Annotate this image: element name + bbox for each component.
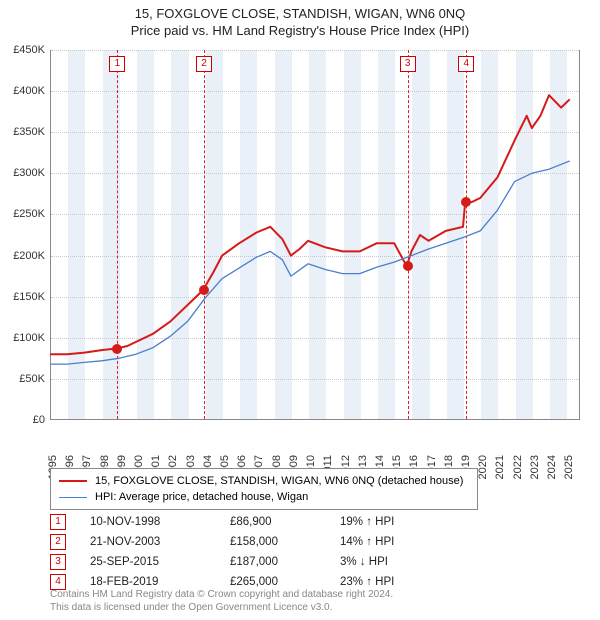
sales-row-index: 3 (50, 554, 66, 570)
legend-swatch (59, 480, 87, 482)
y-axis-label: £0 (33, 414, 45, 426)
chart-title: 15, FOXGLOVE CLOSE, STANDISH, WIGAN, WN6… (0, 0, 600, 38)
sales-row-date: 21-NOV-2003 (90, 536, 230, 548)
sales-row-index: 1 (50, 514, 66, 530)
sales-row-price: £158,000 (230, 536, 340, 548)
footnote-line-2: This data is licensed under the Open Gov… (50, 601, 393, 614)
sales-row-date: 25-SEP-2015 (90, 556, 230, 568)
y-axis-label: £150K (13, 291, 45, 303)
sales-row-index: 2 (50, 534, 66, 550)
series-line (50, 95, 570, 354)
sales-row-delta: 14% ↑ HPI (340, 536, 450, 548)
title-line-2: Price paid vs. HM Land Registry's House … (0, 23, 600, 38)
sales-row: 3 25-SEP-2015£187,0003% ↓ HPI (50, 552, 450, 572)
sales-row-delta: 23% ↑ HPI (340, 576, 450, 588)
sales-row: 2 21-NOV-2003£158,00014% ↑ HPI (50, 532, 450, 552)
sales-row-delta: 3% ↓ HPI (340, 556, 450, 568)
x-axis-label: 2020 (477, 455, 489, 479)
title-line-1: 15, FOXGLOVE CLOSE, STANDISH, WIGAN, WN6… (0, 6, 600, 21)
y-axis-label: £350K (13, 126, 45, 138)
sales-row-delta: 19% ↑ HPI (340, 516, 450, 528)
legend-swatch (59, 497, 87, 498)
sales-row: 1 10-NOV-1998£86,90019% ↑ HPI (50, 512, 450, 532)
legend-item: 15, FOXGLOVE CLOSE, STANDISH, WIGAN, WN6… (59, 473, 469, 489)
sales-row-date: 10-NOV-1998 (90, 516, 230, 528)
chart-plot-area: £0£50K£100K£150K£200K£250K£300K£350K£400… (50, 50, 580, 420)
legend-label: HPI: Average price, detached house, Wiga… (95, 489, 308, 505)
y-axis-label: £450K (13, 44, 45, 56)
x-axis-label: 2022 (512, 455, 524, 479)
footnote-line-1: Contains HM Land Registry data © Crown c… (50, 588, 393, 601)
chart-lines-svg (50, 50, 580, 420)
series-line (50, 161, 570, 364)
x-axis-label: 2021 (494, 455, 506, 479)
y-axis-label: £250K (13, 208, 45, 220)
legend-item: HPI: Average price, detached house, Wiga… (59, 489, 469, 505)
chart-legend: 15, FOXGLOVE CLOSE, STANDISH, WIGAN, WN6… (50, 468, 478, 510)
y-axis-label: £100K (13, 332, 45, 344)
sales-row-price: £187,000 (230, 556, 340, 568)
x-axis-label: 2025 (563, 455, 575, 479)
sales-table: 1 10-NOV-1998£86,90019% ↑ HPI 2 21-NOV-2003… (50, 512, 450, 592)
y-axis-label: £200K (13, 250, 45, 262)
x-axis-label: 2024 (546, 455, 558, 479)
y-axis-label: £300K (13, 167, 45, 179)
attribution-footnote: Contains HM Land Registry data © Crown c… (50, 588, 393, 614)
sales-row-date: 18-FEB-2019 (90, 576, 230, 588)
sales-row-price: £86,900 (230, 516, 340, 528)
x-axis-label: 2023 (529, 455, 541, 479)
y-axis-label: £400K (13, 85, 45, 97)
y-axis-label: £50K (19, 373, 45, 385)
legend-label: 15, FOXGLOVE CLOSE, STANDISH, WIGAN, WN6… (95, 473, 463, 489)
sales-row-price: £265,000 (230, 576, 340, 588)
